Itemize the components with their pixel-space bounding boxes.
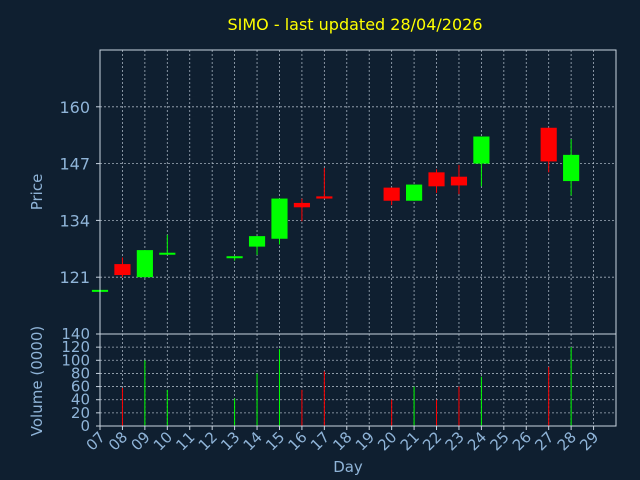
frame-layer (99, 49, 617, 427)
volume-tick-label: 60 (71, 378, 90, 396)
candle-body (226, 256, 243, 259)
grid-layer (100, 50, 616, 426)
price-panel-frame (99, 49, 617, 335)
candle-body (383, 187, 400, 201)
candle-body (271, 198, 288, 239)
volume-tick-label: 20 (71, 404, 90, 422)
day-tick-label: 29 (576, 428, 602, 454)
candle-body (316, 196, 333, 199)
candle-body (293, 202, 310, 208)
volume-tick-label: 0 (80, 417, 90, 435)
marks-layer (91, 127, 580, 426)
volume-tick-label: 100 (61, 351, 90, 369)
candle-body (563, 154, 580, 182)
candle-body (473, 136, 490, 164)
candle-body (428, 172, 445, 187)
candle-body (114, 264, 131, 276)
volume-tick-label: 40 (71, 391, 90, 409)
candle-body (248, 236, 266, 247)
candle-body (159, 252, 176, 255)
candle-body (136, 250, 153, 278)
price-axis-label: Price (28, 174, 46, 211)
volume-tick-label: 140 (61, 325, 90, 343)
price-tick-label: 147 (59, 155, 90, 174)
candle-body (540, 127, 557, 162)
candle-body (450, 176, 468, 186)
volume-axis-label: Volume (0000) (28, 326, 46, 436)
price-tick-label: 134 (59, 211, 90, 230)
volume-panel-frame (99, 333, 617, 427)
candle-body (406, 184, 423, 201)
volume-tick-label: 80 (71, 364, 90, 382)
price-tick-label: 121 (59, 268, 90, 287)
chart-title: SIMO - last updated 28/04/2026 (228, 15, 483, 34)
day-axis-label: Day (333, 458, 363, 476)
price-tick-label: 160 (59, 98, 90, 117)
volume-tick-label: 120 (61, 338, 90, 356)
